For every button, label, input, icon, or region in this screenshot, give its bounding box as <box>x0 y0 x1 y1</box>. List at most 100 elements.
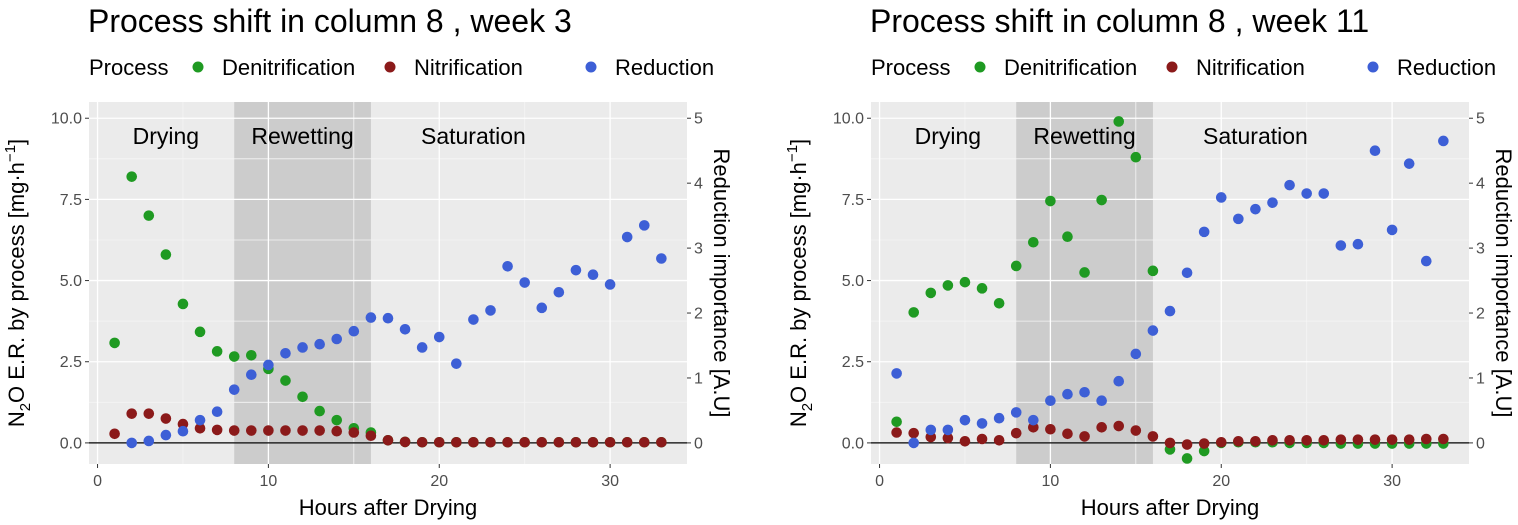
data-point-reduction <box>1045 395 1056 406</box>
data-point-reduction <box>1403 158 1415 169</box>
legend-key-reduction <box>1367 61 1379 73</box>
data-point-nitrification <box>109 428 120 440</box>
phase-label-rewetting: Rewetting <box>1033 123 1135 149</box>
legend-label-denitrification: Denitrification <box>1004 55 1137 80</box>
y-tick-label: 2.5 <box>842 354 864 371</box>
phase-label-saturation: Saturation <box>421 123 526 149</box>
data-point-denitrification <box>280 375 291 386</box>
chart-panel-1: Process shift in column 8 , week 3 Proces… <box>2 3 734 520</box>
y2-axis-title: Reduction importance [A.U] <box>709 148 734 417</box>
data-point-reduction <box>365 312 377 323</box>
data-point-nitrification <box>485 436 496 448</box>
data-point-reduction <box>433 331 445 343</box>
data-point-reduction <box>160 429 172 441</box>
data-point-reduction <box>126 437 138 449</box>
data-point-reduction <box>502 260 513 272</box>
data-point-denitrification <box>976 283 988 294</box>
data-point-nitrification <box>1403 434 1415 445</box>
series-reduction <box>891 135 1449 449</box>
x-tick-label: 10 <box>260 473 278 490</box>
y-axis-title: N2O E.R. by process [mg·h−1] <box>2 139 34 427</box>
data-point-reduction <box>1267 197 1278 208</box>
data-point-nitrification <box>519 436 530 448</box>
data-point-reduction <box>228 384 240 395</box>
data-point-reduction <box>1284 179 1295 191</box>
data-point-nitrification <box>1164 437 1176 449</box>
rewetting-shaded-region <box>234 102 371 464</box>
y-axis-title-part: O E.R. by process [mg <box>786 182 811 403</box>
y-axis-title-part: h <box>786 162 811 174</box>
data-point-nitrification <box>228 425 240 436</box>
data-point-denitrification <box>942 280 954 291</box>
y2-tick-label: 5 <box>1476 111 1485 128</box>
data-point-reduction <box>1028 414 1039 426</box>
legend-label-reduction: Reduction <box>615 55 714 80</box>
data-point-denitrification <box>993 297 1005 309</box>
legend-label-nitrification: Nitrification <box>1196 55 1305 80</box>
data-point-nitrification <box>314 425 325 436</box>
data-point-nitrification <box>1369 434 1381 445</box>
data-point-denitrification <box>1045 195 1056 207</box>
data-point-nitrification <box>194 422 206 434</box>
data-point-denitrification <box>1113 116 1125 127</box>
data-point-nitrification <box>1318 434 1330 446</box>
x-axis: 0 10 20 30 <box>93 464 619 490</box>
data-point-nitrification <box>891 427 902 438</box>
data-point-reduction <box>1250 203 1261 215</box>
data-point-reduction <box>1113 375 1125 387</box>
legend-label-nitrification: Nitrification <box>414 55 523 80</box>
y-axis-title-part: −1 <box>2 145 19 162</box>
y-axis-title: N2O E.R. by process [mg·h−1] <box>784 139 816 427</box>
data-point-reduction <box>1062 388 1073 400</box>
data-point-nitrification <box>1079 431 1090 442</box>
data-point-reduction <box>1318 188 1330 199</box>
data-point-reduction <box>553 286 565 298</box>
data-point-reduction <box>959 414 971 426</box>
data-point-denitrification <box>891 416 902 428</box>
y-tick-label: 5.0 <box>60 273 82 290</box>
data-point-reduction <box>280 347 291 359</box>
legend-key-denitrification <box>192 61 204 73</box>
data-point-reduction <box>604 279 616 290</box>
data-point-reduction <box>211 406 223 418</box>
data-point-reduction <box>656 253 667 264</box>
x-tick-label: 20 <box>1212 473 1230 490</box>
data-point-nitrification <box>908 427 920 439</box>
data-point-denitrification <box>1079 267 1090 278</box>
data-point-nitrification <box>1010 427 1022 439</box>
data-point-denitrification <box>331 414 343 426</box>
data-point-nitrification <box>976 433 988 445</box>
chart-title: Process shift in column 8 , week 3 <box>88 3 572 39</box>
y-axis-right: 0 1 2 3 4 5 <box>687 111 703 452</box>
y-tick-label: 2.5 <box>60 354 82 371</box>
data-point-reduction <box>399 323 411 335</box>
data-point-denitrification <box>908 307 920 318</box>
legend: Process Denitrification Nitrification Reduc… <box>89 55 714 80</box>
data-point-reduction <box>297 342 308 353</box>
y2-tick-label: 3 <box>1476 241 1485 258</box>
data-point-denitrification <box>228 351 240 362</box>
data-point-denitrification <box>1181 453 1193 464</box>
data-point-denitrification <box>1147 265 1159 277</box>
y-tick-label: 5.0 <box>842 273 864 290</box>
data-point-nitrification <box>1130 425 1142 436</box>
y2-tick-label: 4 <box>1476 176 1485 193</box>
phase-label-rewetting: Rewetting <box>251 123 353 149</box>
y-axis-title-part: · <box>786 174 811 181</box>
data-point-reduction <box>263 359 274 371</box>
y-axis-right: 0 1 2 3 4 5 <box>1469 111 1485 452</box>
data-point-nitrification <box>365 430 377 442</box>
data-point-reduction <box>1352 238 1364 250</box>
data-point-reduction <box>1438 135 1449 147</box>
y-axis-title-part: O E.R. by process [mg <box>4 182 29 403</box>
y2-tick-label: 3 <box>694 241 703 258</box>
data-point-nitrification <box>536 436 548 448</box>
chart-panel-2: Process shift in column 8 , week 11 Proce… <box>784 3 1516 520</box>
data-point-nitrification <box>656 436 667 448</box>
legend-key-reduction <box>585 61 597 73</box>
data-point-reduction <box>348 325 360 337</box>
phase-label-drying: Drying <box>133 123 199 149</box>
data-point-nitrification <box>382 434 394 446</box>
